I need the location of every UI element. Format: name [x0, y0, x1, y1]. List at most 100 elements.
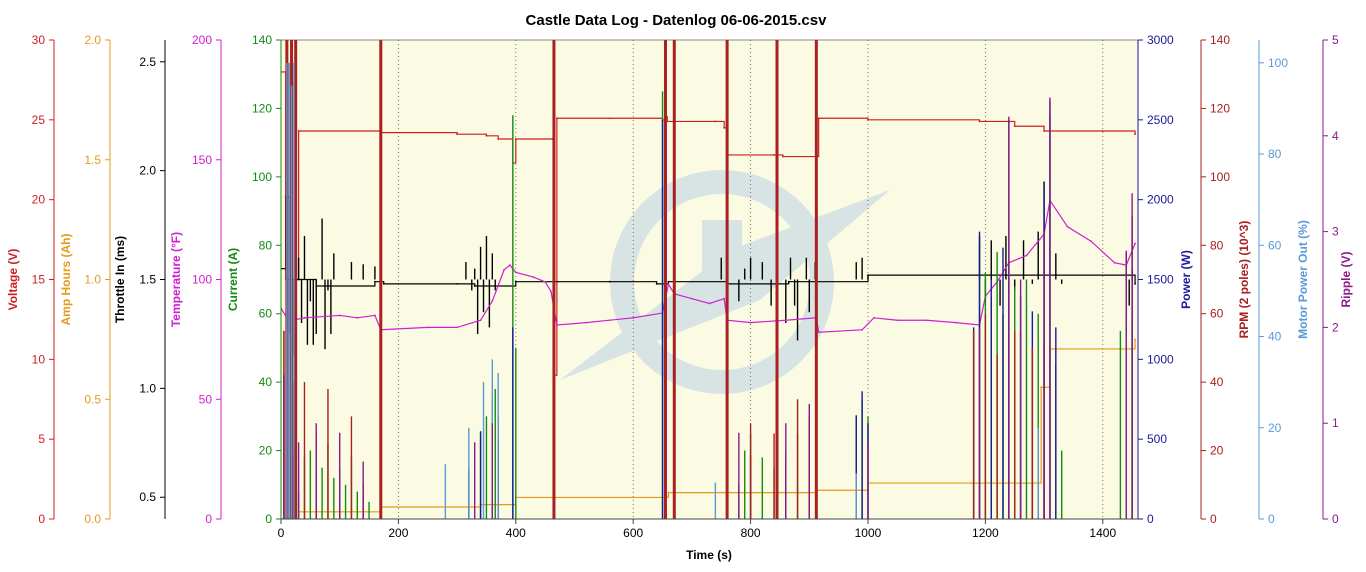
voltage-tick-label: 10 — [32, 352, 46, 366]
data-point — [297, 130, 300, 132]
motorpower-axis-title: Motor Power Out (%) — [1296, 220, 1310, 339]
data-point — [1101, 130, 1104, 132]
motorpower-tick-label: 80 — [1268, 147, 1282, 161]
data-bar — [663, 40, 667, 519]
data-bar — [379, 40, 383, 519]
data-point — [872, 316, 875, 319]
x-tick-label: 600 — [623, 526, 643, 540]
data-point — [608, 319, 611, 322]
throttle-tick-label: 2.0 — [139, 164, 156, 178]
data-point — [1134, 282, 1136, 285]
data-point — [861, 328, 864, 331]
series-layer — [281, 40, 1136, 519]
x-axis-label: Time (s) — [686, 548, 732, 562]
data-point — [585, 321, 588, 324]
data-point — [1066, 225, 1069, 228]
data-point — [550, 290, 552, 293]
throttle-tick-label: 0.5 — [139, 490, 156, 504]
motorpower-tick-label: 100 — [1268, 56, 1288, 70]
data-point — [867, 118, 869, 121]
data-point — [1134, 133, 1136, 136]
rpm-tick-label: 60 — [1210, 307, 1224, 321]
ripple-tick-label: 5 — [1332, 33, 1339, 47]
data-point — [382, 282, 385, 285]
data-point — [485, 134, 488, 137]
current-tick-label: 140 — [252, 33, 272, 47]
data-point — [514, 138, 517, 140]
data-point — [784, 319, 787, 322]
voltage-tick-label: 30 — [32, 33, 46, 47]
data-bar — [294, 40, 298, 519]
x-tick-label: 400 — [506, 526, 526, 540]
data-point — [514, 280, 517, 283]
data-point — [473, 285, 476, 287]
data-point — [781, 155, 784, 158]
throttle-axis-title: Throttle In (ms) — [113, 236, 127, 323]
rpm-axis-title: RPM (2 poles) (10^3) — [1237, 221, 1251, 339]
ripple-tick-label: 1 — [1332, 416, 1339, 430]
data-point — [374, 314, 376, 317]
power-tick-label: 2000 — [1147, 193, 1174, 207]
data-point — [479, 319, 482, 322]
data-point — [1090, 240, 1092, 243]
data-point — [723, 297, 726, 300]
data-point — [896, 319, 899, 322]
data-point — [667, 280, 670, 283]
amphours-tick-label: 0.5 — [84, 392, 101, 406]
data-point — [426, 326, 429, 329]
rpm-tick-label: 140 — [1210, 33, 1230, 47]
ripple-tick-label: 0 — [1332, 512, 1339, 526]
rpm-tick-label: 80 — [1210, 238, 1224, 252]
power-tick-label: 1500 — [1147, 273, 1174, 287]
data-point — [456, 282, 458, 285]
data-point — [456, 133, 458, 136]
data-point — [544, 280, 547, 283]
power-tick-label: 1000 — [1147, 352, 1174, 366]
data-point — [978, 120, 981, 123]
data-point — [1134, 338, 1136, 341]
power-tick-label: 2500 — [1147, 113, 1174, 127]
voltage-axis-title: Voltage (V) — [6, 249, 20, 311]
data-point — [1013, 125, 1016, 128]
power-tick-label: 0 — [1147, 512, 1154, 526]
data-point — [1043, 130, 1045, 132]
voltage-tick-label: 5 — [38, 432, 45, 446]
ripple-axis-title: Ripple (V) — [1339, 251, 1353, 307]
data-bar — [775, 40, 779, 519]
rpm-tick-label: 120 — [1210, 101, 1230, 115]
rpm-tick-label: 0 — [1210, 512, 1217, 526]
data-point — [817, 331, 820, 334]
amphours-tick-label: 1.0 — [84, 273, 101, 287]
data-point — [497, 138, 500, 140]
data-point — [817, 117, 820, 120]
x-tick-label: 1000 — [855, 526, 882, 540]
data-point — [509, 264, 511, 267]
data-point — [1134, 242, 1136, 245]
plot-area — [280, 39, 1139, 520]
series-rpm-spikes — [283, 313, 1127, 519]
temperature-axis-title: Temperature (°F) — [169, 232, 183, 327]
x-tick-label: 1400 — [1089, 526, 1116, 540]
current-tick-label: 100 — [252, 170, 272, 184]
data-point — [655, 282, 658, 285]
data-point — [955, 321, 957, 324]
data-point — [1040, 386, 1043, 389]
ripple-tick-label: 2 — [1332, 320, 1339, 334]
data-point — [749, 321, 752, 324]
current-tick-label: 120 — [252, 101, 272, 115]
current-axis-title: Current (A) — [226, 248, 240, 311]
data-point — [608, 117, 611, 120]
voltage-tick-label: 25 — [32, 113, 46, 127]
voltage-tick-label: 20 — [32, 193, 46, 207]
voltage-tick-label: 0 — [38, 512, 45, 526]
data-point — [714, 120, 717, 123]
data-point — [338, 314, 341, 317]
current-tick-label: 40 — [259, 375, 273, 389]
amphours-tick-label: 1.5 — [84, 153, 101, 167]
axes-layer: 0 200 400 600 800 1000 1200 1400051015202530Vol… — [6, 33, 1353, 540]
series-line — [281, 198, 1136, 333]
data-bar — [814, 40, 818, 519]
data-point — [303, 316, 306, 319]
motorpower-tick-label: 20 — [1268, 421, 1282, 435]
